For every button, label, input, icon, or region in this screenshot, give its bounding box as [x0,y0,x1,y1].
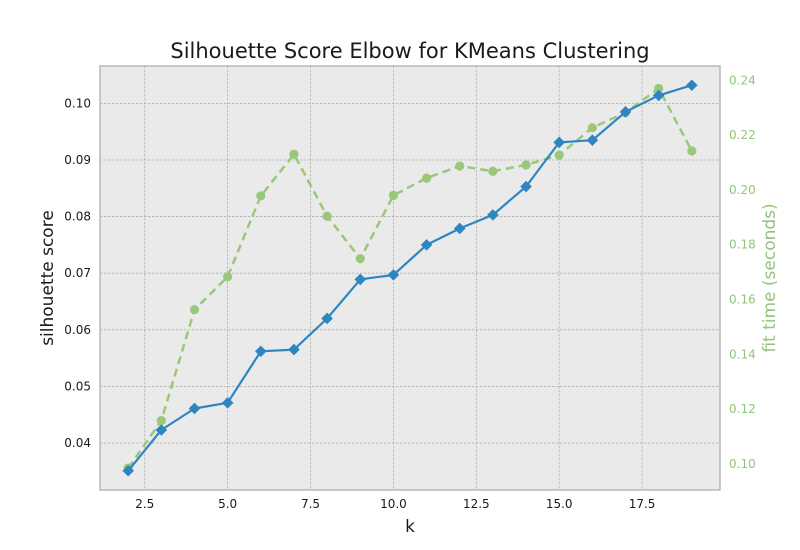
y-tick-label: 0.04 [64,436,91,450]
y2-tick-label: 0.16 [729,293,756,307]
x-axis-label: k [405,517,415,537]
x-tick-label: 7.5 [301,497,320,511]
y2-tick-label: 0.24 [729,73,756,87]
y2-tick-label: 0.22 [729,128,756,142]
silhouette-score-point [288,343,300,356]
x-axis-ticks: 2.5 5.0 7.5 10.0 12.5 15.0 17.5 [135,497,655,511]
silhouette-score-point [155,424,168,436]
silhouette-score-point [686,79,698,92]
fit-time-point [488,166,498,176]
y-tick-label: 0.06 [64,323,91,337]
y2-tick-label: 0.10 [729,457,756,471]
silhouette-score-series [122,79,698,477]
silhouette-score-point [586,134,599,146]
silhouette-score-point [619,106,632,118]
x-tick-label: 2.5 [135,497,154,511]
silhouette-score-point [520,180,532,193]
y2-tick-label: 0.18 [729,238,756,252]
silhouette-score-point [122,464,134,477]
fit-time-point [355,254,365,264]
chart-title: Silhouette Score Elbow for KMeans Cluste… [170,39,649,63]
y-axis-label: silhouette score [38,210,58,346]
fit-time-point [256,191,266,201]
silhouette-score-point [553,136,565,149]
y-axis-ticks: 0.04 0.05 0.06 0.07 0.08 0.09 0.10 [64,96,91,450]
silhouette-score-point [420,239,433,251]
silhouette-score-point [387,269,400,281]
x-tick-label: 15.0 [546,497,573,511]
y2-tick-label: 0.12 [729,402,756,416]
fit-time-series [123,83,697,473]
y-tick-label: 0.05 [64,379,91,393]
y2-axis-ticks: 0.10 0.12 0.14 0.16 0.18 0.20 0.22 0.24 [729,73,756,471]
x-tick-label: 17.5 [629,497,656,511]
fit-time-point [455,161,465,171]
x-tick-label: 5.0 [218,497,237,511]
plot-area [100,66,720,490]
fit-time-point [156,416,166,426]
silhouette-score-point [354,273,367,286]
y2-axis-label: fit time (seconds) [760,203,780,352]
y-tick-label: 0.08 [64,210,91,224]
fit-time-point [654,83,664,94]
y2-tick-label: 0.20 [729,183,756,197]
silhouette-score-point [221,397,234,409]
fit-time-point [388,190,399,200]
fit-time-point [189,305,200,315]
fit-time-point [587,123,597,133]
fit-time-point [289,149,299,159]
y2-tick-label: 0.14 [729,347,756,361]
silhouette-score-point [453,222,466,235]
fit-time-point [421,173,432,183]
silhouette-score-point [255,345,267,358]
y-tick-label: 0.07 [64,266,91,280]
fit-time-point [223,272,233,282]
fit-time-point [322,211,332,221]
y-tick-label: 0.10 [64,96,91,110]
fit-time-line [127,87,693,469]
silhouette-score-point [652,89,665,102]
plot-frame [99,65,721,491]
silhouette-score-point [487,209,499,221]
x-tick-label: 10.0 [380,497,407,511]
silhouette-score-point [321,312,333,325]
fit-time-point [521,160,531,170]
silhouette-score-point [188,402,201,415]
silhouette-score-line [127,84,693,472]
fit-time-point [554,150,564,160]
y-tick-label: 0.09 [64,153,91,167]
fit-time-point [687,146,697,156]
x-tick-label: 12.5 [463,497,490,511]
